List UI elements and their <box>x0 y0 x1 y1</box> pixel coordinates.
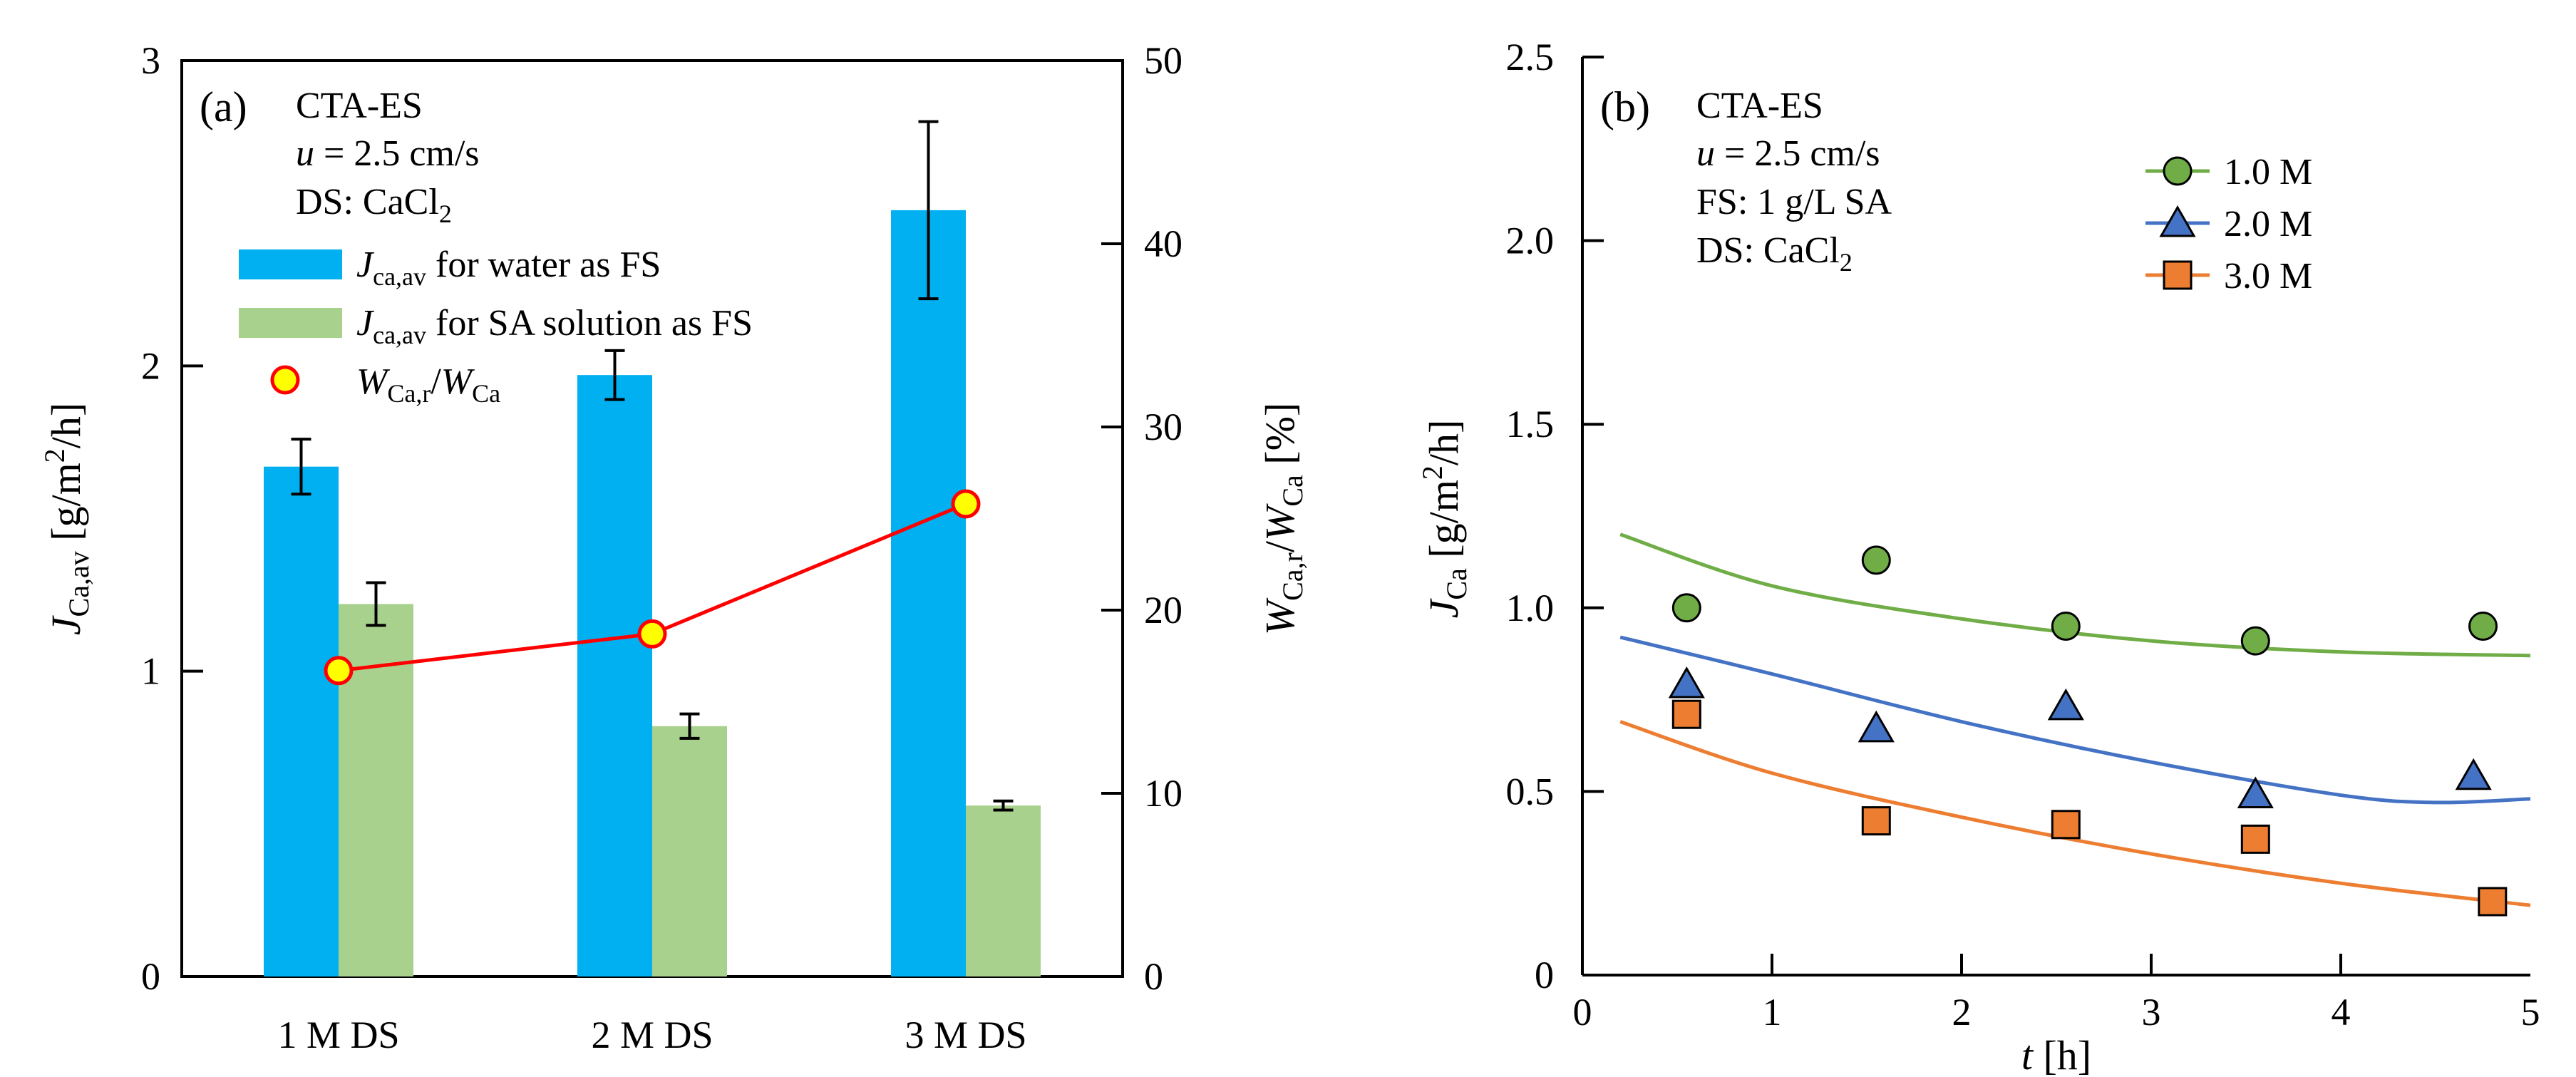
error-bar-water-2 <box>604 349 625 401</box>
panel-a-annotation-1: CTA-ES <box>296 86 423 126</box>
y2-tick-label-3: 20 <box>1144 589 1183 632</box>
point-3m-1 <box>1671 699 1701 729</box>
panel-a-annotation-2: u = 2.5 cm/s <box>296 133 480 174</box>
x-tick-label-3: 3 M DS <box>905 1014 1026 1056</box>
point-3m-3 <box>2051 810 2081 840</box>
b-y-tick-label-2: 0.5 <box>1506 770 1555 813</box>
panel-b: 0 0.5 1.0 1.5 2.0 2.5 0 1 2 3 4 5 (b) CTA-ES u = 2… <box>1416 36 2540 1077</box>
b-y-tick-label-5: 2.0 <box>1506 220 1555 262</box>
error-bar-water-1 <box>291 438 311 496</box>
b-x-tick-label-4: 3 <box>2142 991 2161 1034</box>
point-1m-1 <box>1671 593 1701 623</box>
panel-b-legend: 1.0 M 2.0 M 3.0 M <box>2145 152 2312 297</box>
ratio-point-2 <box>637 619 667 649</box>
b-y-tick-label-1: 0 <box>1535 954 1554 996</box>
ratio-point-1 <box>324 656 354 686</box>
legend-label-water: Jca,av for water as FS <box>356 244 661 291</box>
x-tick-label-1: 1 M DS <box>277 1014 399 1056</box>
panel-b-xlabel: t [h] <box>2021 1032 2091 1077</box>
point-3m-5 <box>2478 887 2508 917</box>
legend-marker-ratio <box>270 365 300 395</box>
legend-marker-1m <box>2163 156 2193 186</box>
legend-label-2m: 2.0 M <box>2224 204 2312 244</box>
y2-tick-label-6: 50 <box>1144 39 1183 82</box>
panel-a-legend: Jca,av for water as FS Jca,av for SA sol… <box>239 244 753 408</box>
point-2m-4 <box>2237 776 2274 809</box>
fit-curve-2m <box>1619 635 2531 805</box>
panel-b-annotation-1: CTA-ES <box>1696 86 1823 126</box>
fit-curve-1m <box>1619 532 2531 658</box>
point-2m-2 <box>1858 710 1895 743</box>
panel-b-ylabel: JCa [g/m2/h] <box>1416 420 1473 619</box>
bar-sa-2 <box>652 726 727 976</box>
legend-label-sa: Jca,av for SA solution as FS <box>356 303 753 349</box>
b-x-tick-label-6: 5 <box>2521 991 2540 1034</box>
b-y-tick-label-4: 1.5 <box>1506 403 1555 445</box>
point-1m-2 <box>1861 545 1891 575</box>
legend-label-3m: 3.0 M <box>2224 256 2312 297</box>
b-x-tick-label-3: 2 <box>1952 991 1972 1034</box>
point-1m-3 <box>2051 612 2081 641</box>
y2-tick-label-1: 0 <box>1144 955 1163 998</box>
error-bar-sa-1 <box>366 581 386 627</box>
panel-a-ylabel: JCa,av [g/m2/h] <box>38 403 95 635</box>
b-y-tick-label-3: 1.0 <box>1506 587 1555 629</box>
y-tick-label-1: 0 <box>141 955 160 998</box>
point-2m-3 <box>2047 688 2084 721</box>
b-x-tick-label-5: 4 <box>2332 991 2351 1034</box>
point-2m-5 <box>2455 758 2492 790</box>
error-bar-sa-3 <box>993 799 1014 812</box>
panel-b-label: (b) <box>1600 83 1650 130</box>
legend-label-ratio: WCa,r/WCa <box>356 361 500 408</box>
x-tick-label-2: 2 M DS <box>591 1014 713 1056</box>
bar-water-3 <box>891 210 966 977</box>
error-bar-water-3 <box>918 120 939 301</box>
panel-b-annotation-3: FS: 1 g/L SA <box>1696 182 1892 222</box>
y-tick-label-4: 3 <box>141 39 160 82</box>
bar-sa-1 <box>339 604 413 976</box>
b-y-tick-label-6: 2.5 <box>1506 36 1555 78</box>
bar-water-2 <box>577 375 652 976</box>
panel-a-label: (a) <box>200 83 247 130</box>
point-1m-5 <box>2468 612 2498 641</box>
panel-b-annotation-2: u = 2.5 cm/s <box>1696 133 1880 174</box>
legend-swatch-sa <box>239 308 342 338</box>
y-tick-label-3: 2 <box>141 344 160 387</box>
y2-tick-label-2: 10 <box>1144 772 1183 815</box>
panel-a-y2label: WCa,r/WCa [%] <box>1257 403 1309 635</box>
legend-swatch-water <box>239 249 342 279</box>
y2-tick-label-5: 40 <box>1144 222 1183 265</box>
panel-b-annotation-4: DS: CaCl2 <box>1696 230 1853 277</box>
bar-sa-3 <box>966 805 1041 976</box>
b-x-tick-label-2: 1 <box>1763 991 1782 1034</box>
bar-water-1 <box>264 466 339 976</box>
legend-marker-3m <box>2163 260 2193 290</box>
point-2m-1 <box>1668 666 1705 699</box>
legend-label-1m: 1.0 M <box>2224 152 2312 192</box>
legend-marker-2m <box>2159 205 2196 237</box>
ratio-point-3 <box>951 489 981 519</box>
y-tick-label-2: 1 <box>141 650 160 693</box>
b-x-tick-label-1: 0 <box>1573 991 1592 1034</box>
point-1m-4 <box>2240 626 2270 656</box>
point-3m-2 <box>1861 806 1891 836</box>
error-bar-sa-2 <box>679 712 700 740</box>
panel-a-annotation-3: DS: CaCl2 <box>296 182 452 228</box>
point-3m-4 <box>2240 824 2270 854</box>
y2-tick-label-4: 30 <box>1144 406 1183 448</box>
